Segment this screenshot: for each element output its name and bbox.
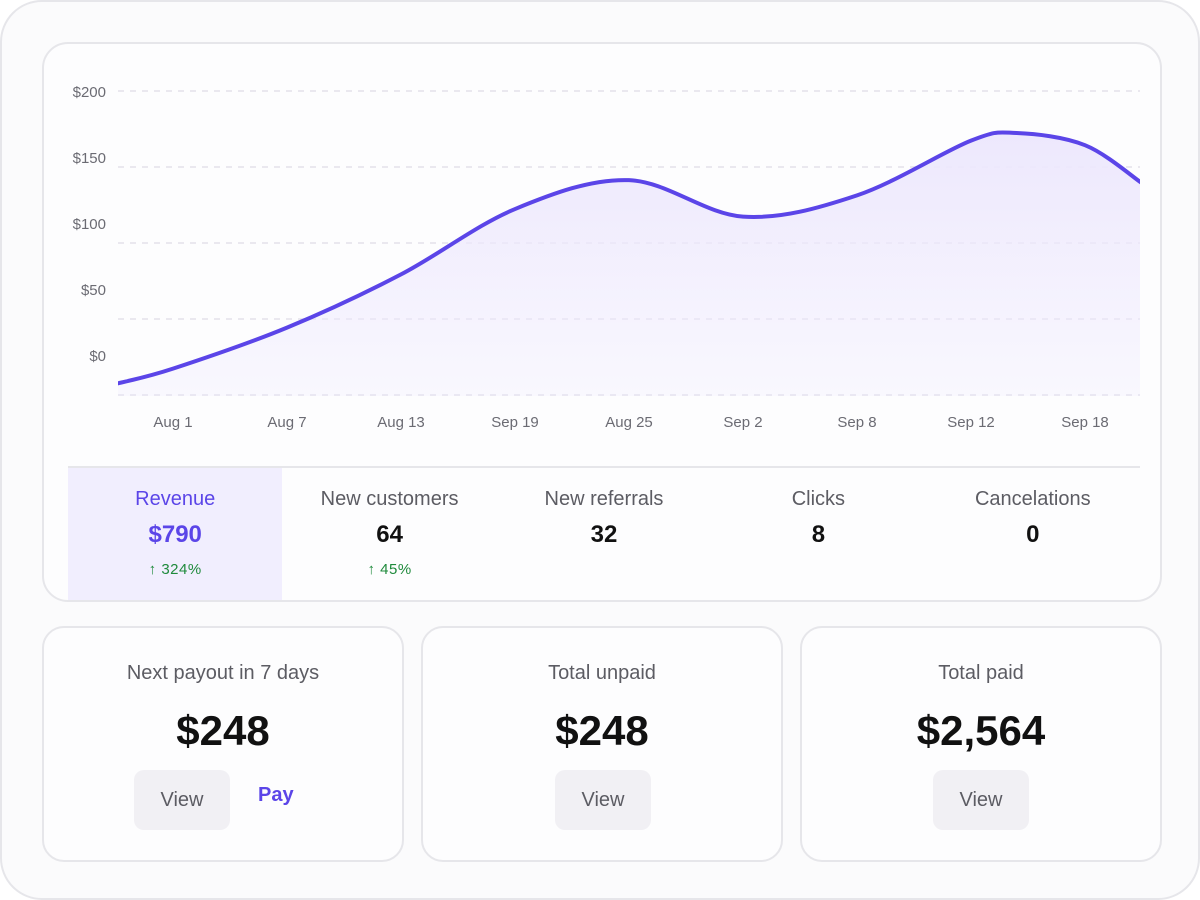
stat-tab-clicks[interactable]: Clicks 8 [711,468,925,600]
y-tick-label: $50 [81,282,106,299]
view-payout-button[interactable]: View [134,770,230,830]
stat-tab-new-referrals[interactable]: New referrals 32 [497,468,711,600]
stat-value: 0 [1026,521,1040,548]
stat-value: 64 [376,521,403,548]
revenue-line [118,130,1140,386]
stat-label: New customers [320,488,459,510]
stat-change: ↑ 324% [148,561,202,578]
card-title: Total unpaid [548,662,656,684]
revenue-chart-card: $200 $150 $100 $50 $0 Aug 1 Aug 7 Aug 13 Sep 19 A… [42,42,1162,602]
pay-link[interactable]: Pay [258,784,294,806]
x-tick-label: Aug 1 [153,414,192,431]
stat-tab-cancelations[interactable]: Cancelations 0 [926,468,1140,600]
stat-label: Clicks [791,488,846,510]
stat-label: Revenue [135,488,216,510]
card-amount: $248 [176,707,270,754]
stats-tabs: Revenue $790 ↑ 324% New customers 64 ↑ 4… [68,466,1140,600]
stat-label: Cancelations [974,488,1091,510]
y-tick-label: $200 [73,84,106,101]
view-paid-button[interactable]: View [933,770,1029,830]
next-payout-card: Next payout in 7 days $248 View Pay [42,626,404,862]
stat-value: 32 [590,521,618,548]
x-tick-label: Aug 13 [377,414,425,431]
card-amount: $248 [555,707,649,754]
x-tick-label: Sep 18 [1061,414,1109,431]
stat-tab-revenue[interactable]: Revenue $790 ↑ 324% [68,468,283,600]
total-paid-card: Total paid $2,564 View [800,626,1162,862]
card-title: Next payout in 7 days [126,662,320,684]
stat-change: ↑ 45% [367,561,412,578]
y-tick-label: $0 [89,348,106,365]
stat-value: 8 [811,521,826,548]
total-unpaid-card: Total unpaid $248 View [421,626,783,862]
stat-tab-new-customers[interactable]: New customers 64 ↑ 45% [282,468,496,600]
x-tick-label: Aug 7 [267,414,306,431]
revenue-chart: $200 $150 $100 $50 $0 Aug 1 Aug 7 Aug 13 Sep 19 A… [73,84,1140,431]
x-tick-label: Sep 8 [837,414,876,431]
y-tick-label: $100 [73,216,106,233]
stat-label: New referrals [544,488,664,510]
x-tick-label: Sep 19 [491,414,539,431]
card-title: Total paid [938,662,1024,684]
x-tick-label: Sep 2 [723,414,762,431]
revenue-area [118,132,1140,396]
card-amount: $2,564 [916,707,1046,754]
stat-value: $790 [148,521,202,548]
x-tick-label: Sep 12 [947,414,995,431]
x-tick-label: Aug 25 [605,414,653,431]
view-unpaid-button[interactable]: View [555,770,651,830]
y-tick-label: $150 [73,150,106,167]
